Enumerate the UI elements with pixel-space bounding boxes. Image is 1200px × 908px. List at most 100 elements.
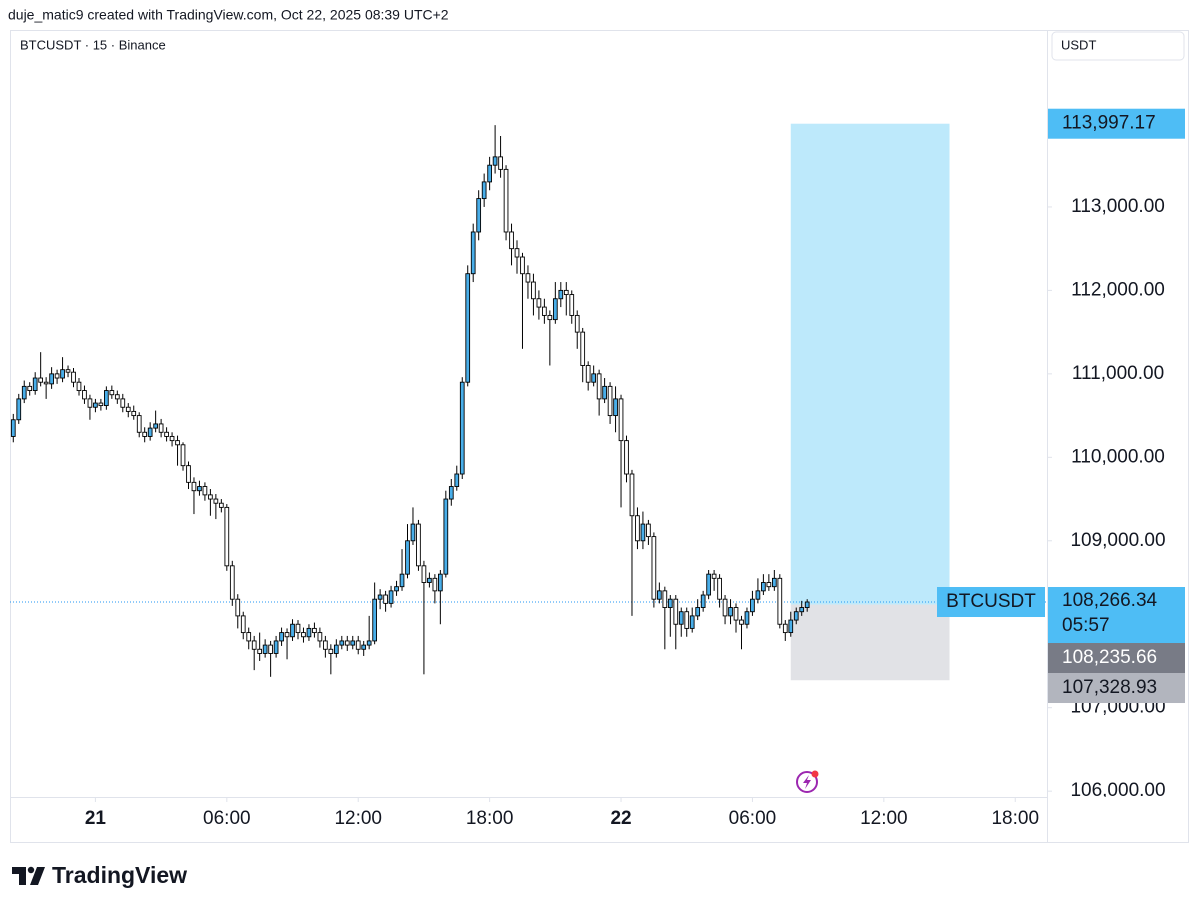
candle-body <box>552 298 558 321</box>
candle-body <box>629 473 635 517</box>
y-tick-label: 109,000.00 <box>1070 530 1165 551</box>
candle-body <box>574 314 580 333</box>
entry-tag-label: 108,235.66 <box>1062 647 1157 668</box>
candle-body <box>87 398 93 408</box>
candle-body <box>147 427 153 437</box>
candle-body <box>695 607 701 617</box>
candle-body <box>377 594 383 600</box>
candle-body <box>503 168 509 233</box>
candle-body <box>333 644 339 654</box>
candle-body <box>558 289 564 300</box>
alert-dot[interactable] <box>811 770 819 778</box>
candle-body <box>799 607 805 613</box>
x-tick-label: 18:00 <box>991 808 1039 829</box>
stop-tag-bg <box>1048 673 1185 704</box>
alert-bolt[interactable] <box>803 775 811 789</box>
candle-body <box>618 398 624 442</box>
chart-frame <box>10 30 1189 843</box>
countdown-label: 05:57 <box>1062 615 1110 636</box>
plot-area <box>10 123 1047 681</box>
candle-body <box>76 381 82 391</box>
candle-body <box>355 640 361 650</box>
candle-body <box>667 598 673 608</box>
currency-label[interactable]: USDT <box>1061 37 1096 52</box>
candle-body <box>410 523 416 542</box>
candle-body <box>498 156 503 170</box>
candle-body <box>153 423 158 429</box>
candle-body <box>93 402 98 408</box>
candle-body <box>361 644 367 650</box>
candle-body <box>328 648 334 654</box>
candle-body <box>268 644 273 654</box>
candle-body <box>635 515 640 542</box>
candle-body <box>684 611 690 629</box>
candle-body <box>350 640 356 646</box>
alert-circle[interactable] <box>796 771 818 793</box>
candle-body <box>306 627 312 638</box>
y-tick-label: 111,000.00 <box>1072 363 1164 384</box>
candle-body <box>569 294 575 316</box>
candle-body <box>531 281 536 300</box>
candle-body <box>657 590 662 600</box>
y-tick-label: 106,000.00 <box>1070 780 1165 801</box>
candle-body <box>98 402 104 407</box>
candle-body <box>125 406 131 412</box>
currency-button[interactable] <box>1051 31 1185 61</box>
candle-body <box>109 390 115 396</box>
candle-body <box>339 640 345 646</box>
candle-body <box>295 623 301 634</box>
candle-body <box>388 590 394 604</box>
candle-body <box>27 385 33 391</box>
candle-body <box>405 540 410 575</box>
symbol-title: BTCUSDT · 15 · Binance <box>20 37 166 52</box>
target-tag-label: 113,997.17 <box>1062 113 1156 134</box>
candle-body <box>257 648 263 654</box>
candle-body <box>437 573 443 592</box>
candle-body <box>711 573 717 579</box>
candle-body <box>273 640 279 654</box>
candle-body <box>312 627 317 634</box>
candle-body <box>761 582 766 592</box>
candle-body <box>542 306 547 316</box>
candle-body <box>38 377 44 383</box>
candle-body <box>21 385 27 400</box>
last-price-tag-bg <box>1048 587 1185 644</box>
candle-body <box>481 181 487 200</box>
time-axis: 21 06:00 12:00 18:00 22 06:00 12:00 18:00 <box>85 798 1039 829</box>
candle-body <box>60 369 65 379</box>
candle-body <box>689 615 695 629</box>
symbol-tag-label: BTCUSDT <box>946 591 1036 612</box>
candle-body <box>536 298 542 308</box>
candle-body <box>301 632 306 638</box>
candle-body <box>448 486 454 500</box>
candle-body <box>465 273 471 383</box>
candle-body <box>591 373 597 383</box>
candle-body <box>700 594 706 608</box>
candle-body <box>520 256 525 275</box>
candle-body <box>492 156 498 166</box>
candle-body <box>383 594 388 604</box>
candle-body <box>136 415 142 433</box>
candle-body <box>71 371 76 383</box>
candle-body <box>563 289 569 296</box>
candle-body <box>114 394 120 400</box>
candle-body <box>432 577 438 592</box>
candle-body <box>607 385 613 417</box>
candle-body <box>487 164 492 183</box>
candle-body <box>728 607 733 617</box>
candle-body <box>246 632 252 642</box>
brand-logo: TradingView <box>12 862 187 888</box>
candle-body <box>10 419 16 437</box>
candle-body <box>191 481 197 492</box>
alert-icon[interactable] <box>796 770 819 793</box>
candle-body <box>596 373 602 400</box>
candle-body <box>104 390 109 407</box>
candle-body <box>208 494 213 500</box>
candle-body <box>366 640 372 646</box>
candle-body <box>766 582 772 588</box>
candle-body <box>251 640 257 650</box>
candle-body <box>706 573 711 596</box>
candle-body <box>744 611 750 625</box>
candle-body <box>372 598 377 642</box>
